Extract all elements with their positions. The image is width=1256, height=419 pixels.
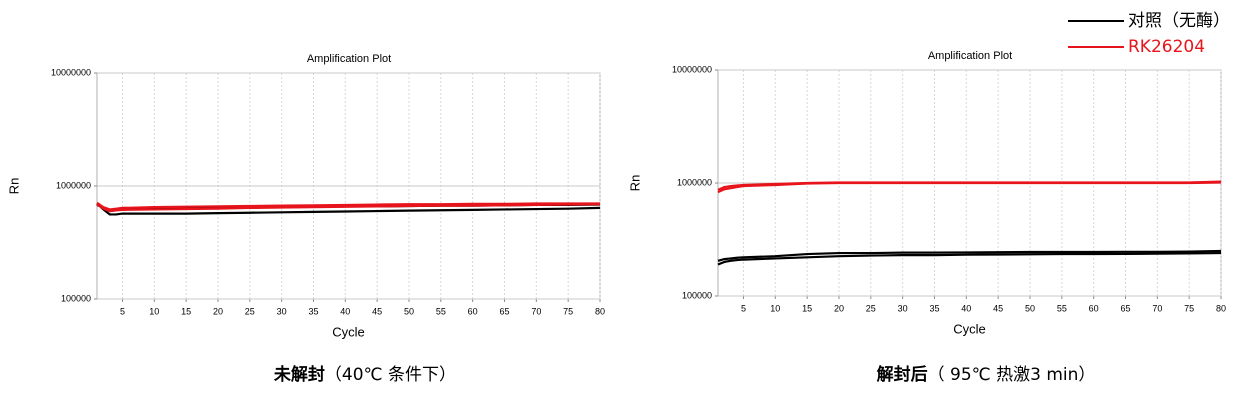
x-tick-label: 5 xyxy=(741,303,746,313)
caption: 未解封（40℃ 条件下） xyxy=(273,364,456,385)
series-line xyxy=(96,202,601,216)
x-tick-label: 80 xyxy=(1216,303,1226,313)
chart-title: Amplification Plot xyxy=(928,50,1012,62)
y-tick-label: 10000000 xyxy=(51,67,91,77)
x-tick-label: 40 xyxy=(340,306,350,316)
x-tick-label: 45 xyxy=(372,306,382,316)
x-tick-label: 10 xyxy=(770,303,780,313)
x-tick-label: 75 xyxy=(1184,303,1194,313)
caption-bold: 未解封 xyxy=(273,364,325,385)
y-tick-label: 10000000 xyxy=(672,64,712,74)
x-tick-label: 65 xyxy=(1120,303,1130,313)
x-tick-label: 35 xyxy=(929,303,939,313)
y-tick-label: 100000 xyxy=(682,290,712,300)
y-tick-label: 1000000 xyxy=(56,180,91,190)
x-tick-label: 15 xyxy=(802,303,812,313)
x-tick-label: 40 xyxy=(961,303,971,313)
x-tick-label: 50 xyxy=(1025,303,1035,313)
caption: 解封后（ 95℃ 热激3 min） xyxy=(877,364,1096,385)
x-tick-label: 60 xyxy=(1089,303,1099,313)
x-tick-label: 20 xyxy=(834,303,844,313)
legend-label: RK26204 xyxy=(1128,37,1205,57)
x-tick-label: 45 xyxy=(993,303,1003,313)
y-tick-label: 100000 xyxy=(61,293,91,303)
caption-note: （40℃ 条件下） xyxy=(325,365,456,385)
x-tick-label: 55 xyxy=(1057,303,1067,313)
x-tick-label: 25 xyxy=(866,303,876,313)
x-tick-label: 30 xyxy=(277,306,287,316)
x-tick-label: 75 xyxy=(563,306,573,316)
y-axis-label: Rn xyxy=(627,175,642,192)
x-tick-label: 5 xyxy=(120,306,125,316)
x-tick-label: 60 xyxy=(468,306,478,316)
x-tick-label: 70 xyxy=(1152,303,1162,313)
x-tick-label: 25 xyxy=(245,306,255,316)
x-tick-label: 55 xyxy=(436,306,446,316)
x-tick-label: 15 xyxy=(181,306,191,316)
x-axis-label: Cycle xyxy=(953,321,986,336)
x-axis-label: Cycle xyxy=(332,324,365,339)
series-line xyxy=(96,203,601,213)
caption-note: （ 95℃ 热激3 min） xyxy=(928,365,1096,385)
y-axis-label: Rn xyxy=(6,178,21,195)
chart-title: Amplification Plot xyxy=(307,53,391,65)
x-tick-label: 80 xyxy=(595,306,605,316)
y-tick-label: 1000000 xyxy=(677,177,712,187)
series-line xyxy=(96,201,600,211)
x-tick-label: 35 xyxy=(308,306,318,316)
caption-bold: 解封后 xyxy=(877,364,928,385)
series-line xyxy=(717,180,1222,191)
x-tick-label: 20 xyxy=(213,306,223,316)
series-line xyxy=(717,251,1222,266)
x-tick-label: 50 xyxy=(404,306,414,316)
x-tick-label: 10 xyxy=(149,306,159,316)
x-tick-label: 65 xyxy=(499,306,509,316)
x-tick-label: 70 xyxy=(531,306,541,316)
series-line xyxy=(717,249,1222,262)
x-tick-label: 30 xyxy=(898,303,908,313)
legend-label: 对照（无酶） xyxy=(1128,11,1230,31)
